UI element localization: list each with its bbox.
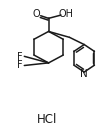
Text: O: O [32,9,40,19]
Text: F: F [17,52,22,62]
Text: HCl: HCl [37,113,57,126]
Text: OH: OH [58,9,73,19]
Text: N: N [80,69,87,79]
Text: F: F [17,60,22,70]
